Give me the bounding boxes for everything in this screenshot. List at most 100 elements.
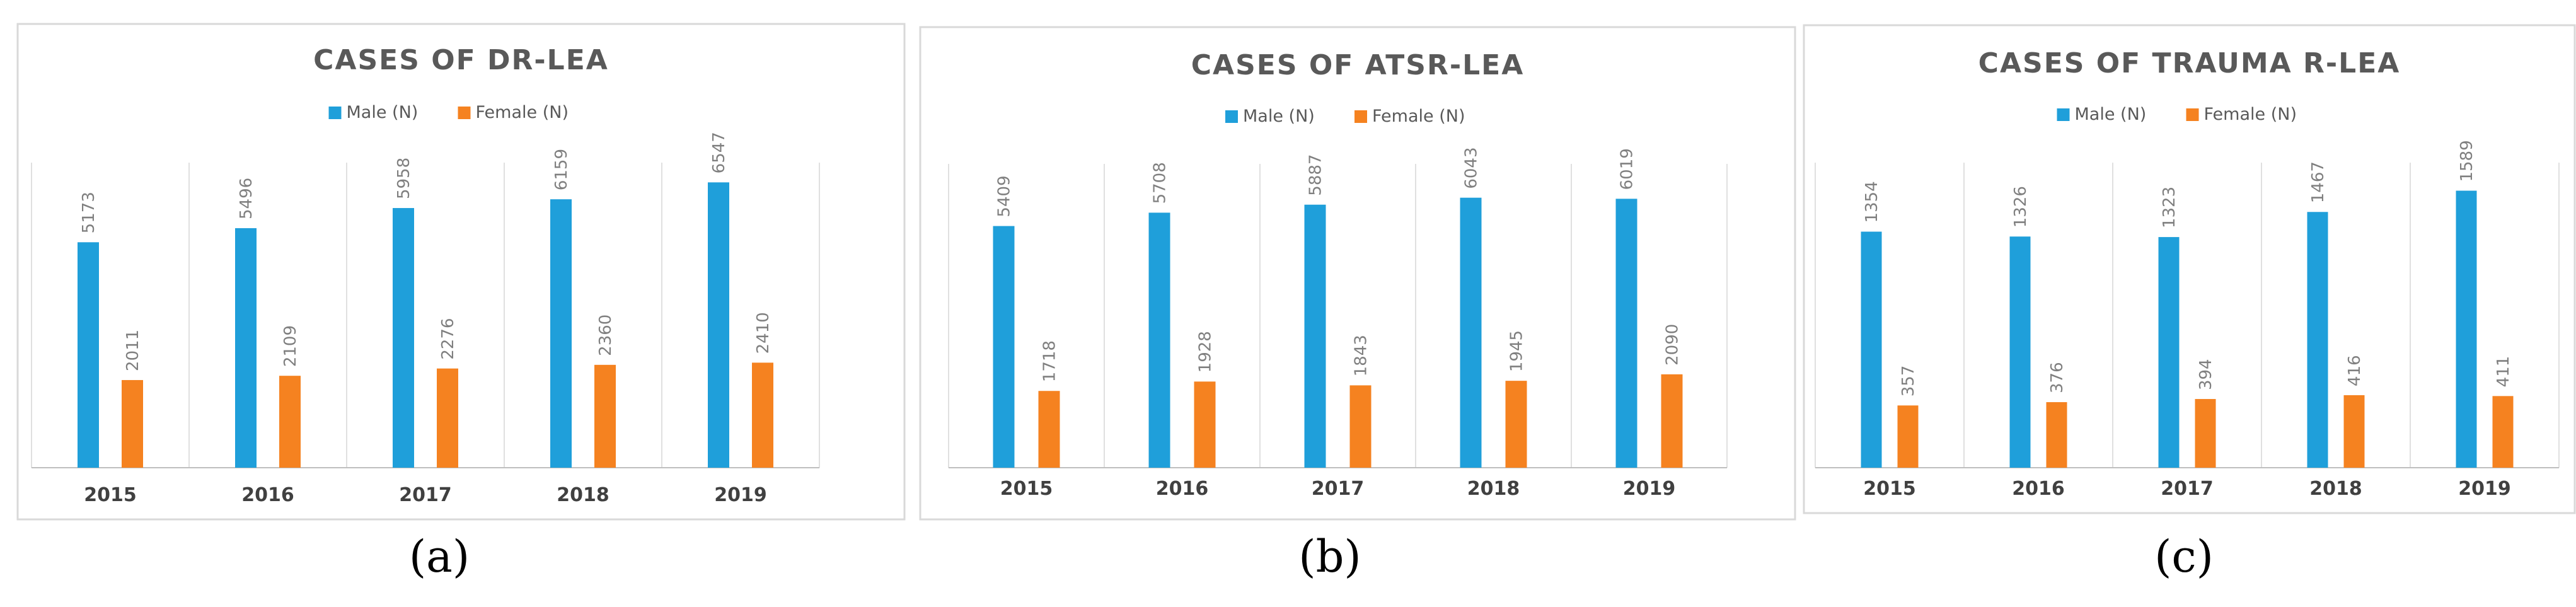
chart-panel-b: CASES OF ATSR-LEA Male (N) Female (N) 5409 1… [917,0,1803,533]
chart-title-b: CASES OF ATSR-LEA [1191,49,1525,81]
value-label-a-male-2015: 5173 [79,192,98,233]
bar-b-female-2019 [1661,374,1683,468]
bar-a-female-2015 [122,379,143,468]
value-label-a-female-2015: 2011 [124,330,142,371]
bar-b-male-2015 [993,226,1015,468]
value-label-c-male-2019: 1589 [2458,140,2476,182]
legend-label-c-1: Female (N) [2204,105,2297,124]
bar-c-female-2019 [2492,396,2514,468]
x-tick-label-b-3: 2018 [1467,478,1520,500]
value-label-b-female-2017: 1843 [1352,335,1371,376]
x-tick-label-c-0: 2015 [1863,478,1916,500]
value-label-a-female-2019: 2410 [754,312,773,354]
x-tick-label-b-1: 2016 [1156,478,1209,500]
x-tick-label-a-2: 2017 [399,484,452,506]
legend-swatch-c-0 [2057,108,2070,121]
x-tick-label-c-4: 2019 [2458,478,2511,500]
legend-swatch-a-1 [458,107,471,119]
caption-a: (a) [408,531,470,582]
chart-c-svg: CASES OF TRAUMA R-LEA Male (N) Female (N) 1… [1803,24,2576,514]
value-label-c-female-2017: 394 [2197,359,2215,390]
value-label-b-female-2015: 1718 [1041,340,1060,382]
bar-b-male-2019 [1615,199,1637,468]
value-label-b-female-2016: 1928 [1196,331,1215,373]
legend-swatch-a-0 [328,107,342,119]
chart-panel-a: CASES OF DR-LEA Male (N) Female (N) 5173 201… [0,0,917,533]
legend-label-c-0: Male (N) [2075,105,2147,124]
legend-swatch-b-1 [1354,110,1367,123]
value-label-b-male-2015: 5409 [995,175,1014,217]
legend-label-a-0: Male (N) [347,103,419,122]
x-tick-label-a-4: 2019 [714,484,767,506]
x-tick-label-a-1: 2016 [241,484,294,506]
legend-label-b-0: Male (N) [1243,107,1315,126]
value-label-b-male-2017: 5887 [1307,154,1326,196]
bar-c-female-2017 [2195,399,2216,468]
bar-a-male-2016 [235,228,257,468]
bar-a-male-2015 [78,242,99,468]
value-label-a-female-2018: 2360 [596,315,615,356]
bar-a-male-2018 [550,199,572,468]
chart-title-a: CASES OF DR-LEA [313,44,609,76]
x-tick-label-c-3: 2018 [2309,478,2362,500]
x-tick-label-a-0: 2015 [84,484,137,506]
value-label-c-female-2018: 416 [2345,355,2364,386]
chart-frame-c [1803,24,2576,514]
value-label-c-female-2019: 411 [2494,356,2513,388]
value-label-c-male-2018: 1467 [2309,161,2328,203]
chart-a-svg: CASES OF DR-LEA Male (N) Female (N) 5173 201… [16,23,906,521]
bar-b-female-2015 [1038,391,1060,468]
bar-c-female-2015 [1897,405,1919,468]
bar-c-female-2018 [2343,395,2365,468]
value-label-a-female-2017: 2276 [439,318,458,359]
bar-b-female-2017 [1349,385,1372,468]
bar-c-male-2018 [2307,212,2328,468]
value-label-b-male-2018: 6043 [1462,147,1481,188]
bar-a-male-2019 [708,182,729,468]
bar-c-male-2015 [1861,231,1882,468]
value-label-b-female-2018: 1945 [1508,330,1527,372]
chart-b-svg: CASES OF ATSR-LEA Male (N) Female (N) 5409 1… [919,26,1796,521]
x-tick-label-c-2: 2017 [2161,478,2214,500]
bar-a-female-2018 [594,364,616,468]
x-tick-label-c-1: 2016 [2012,478,2065,500]
value-label-a-male-2017: 5958 [395,158,413,199]
bar-c-male-2016 [2009,236,2031,468]
value-label-c-female-2015: 357 [1899,366,1918,397]
value-label-c-male-2016: 1326 [2011,186,2030,228]
value-label-a-male-2016: 5496 [237,178,256,219]
bar-b-male-2016 [1148,212,1170,468]
value-label-a-male-2018: 6159 [552,149,571,190]
bar-b-male-2017 [1304,204,1326,468]
bar-a-female-2019 [752,362,773,468]
bar-c-female-2016 [2046,402,2067,468]
value-label-b-male-2016: 5708 [1151,162,1170,204]
bar-a-female-2016 [279,376,301,468]
value-label-a-female-2016: 2109 [281,325,300,367]
chart-panel-c: CASES OF TRAUMA R-LEA Male (N) Female (N) 1… [1803,0,2576,533]
bar-a-female-2017 [437,368,458,468]
value-label-c-male-2017: 1323 [2160,187,2179,228]
bar-b-female-2016 [1194,381,1216,468]
bar-c-male-2019 [2456,190,2477,468]
value-label-c-female-2016: 376 [2048,362,2067,393]
x-tick-label-b-4: 2019 [1623,478,1676,500]
bar-b-male-2018 [1460,197,1482,468]
caption-b: (b) [1298,531,1361,582]
value-label-a-male-2019: 6547 [710,132,729,173]
value-label-b-female-2019: 2090 [1663,324,1682,366]
x-tick-label-b-2: 2017 [1312,478,1365,500]
legend-swatch-c-1 [2186,108,2199,121]
x-tick-label-a-3: 2018 [557,484,609,506]
bar-c-male-2017 [2158,237,2180,468]
value-label-b-male-2019: 6019 [1618,148,1637,190]
value-label-c-male-2015: 1354 [1863,181,1881,223]
x-tick-label-b-0: 2015 [1000,478,1053,500]
legend-label-a-1: Female (N) [476,103,569,122]
caption-c: (c) [2154,531,2214,582]
chart-title-c: CASES OF TRAUMA R-LEA [1978,47,2401,79]
legend-swatch-b-0 [1225,110,1238,123]
bar-b-female-2018 [1505,381,1527,468]
bar-a-male-2017 [393,208,414,468]
legend-label-b-1: Female (N) [1372,107,1465,126]
